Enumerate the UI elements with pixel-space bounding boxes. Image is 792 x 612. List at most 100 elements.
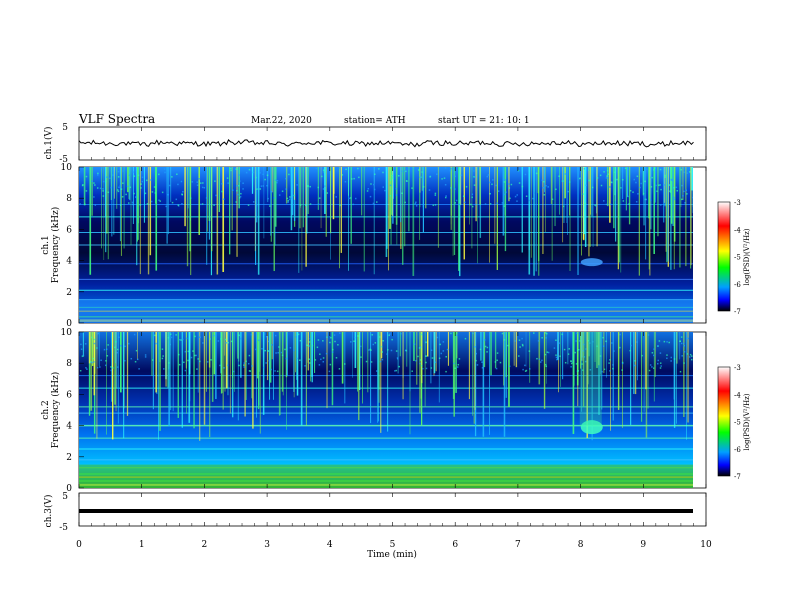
speckle bbox=[532, 197, 534, 200]
speckle bbox=[367, 187, 370, 190]
speckle bbox=[238, 180, 241, 182]
speckle bbox=[503, 181, 506, 183]
speckle bbox=[195, 354, 197, 357]
speckle bbox=[196, 181, 198, 183]
speckle bbox=[419, 359, 422, 361]
speckle bbox=[199, 360, 201, 363]
speckle bbox=[491, 183, 493, 186]
speckle bbox=[545, 363, 547, 366]
speckle bbox=[168, 184, 171, 187]
speckle bbox=[110, 186, 113, 189]
speckle bbox=[541, 337, 543, 339]
speckle bbox=[686, 172, 689, 174]
speckle bbox=[227, 182, 229, 184]
speckle bbox=[267, 197, 269, 200]
speckle bbox=[394, 370, 396, 372]
speckle bbox=[263, 333, 266, 335]
speckle bbox=[612, 364, 614, 366]
speckle bbox=[128, 174, 131, 177]
speckle bbox=[299, 204, 302, 206]
speckle bbox=[232, 370, 235, 373]
speckle bbox=[350, 341, 352, 343]
speckle bbox=[184, 350, 187, 353]
speckle bbox=[655, 184, 657, 187]
speckle bbox=[348, 197, 350, 200]
speckle bbox=[215, 194, 217, 197]
speckle bbox=[605, 203, 608, 206]
speckle bbox=[109, 177, 111, 180]
speckle bbox=[102, 188, 104, 190]
speckle bbox=[605, 177, 608, 179]
speckle bbox=[168, 362, 170, 364]
speckle bbox=[457, 366, 459, 368]
speckle bbox=[158, 199, 160, 201]
speckle bbox=[370, 183, 372, 185]
speckle bbox=[259, 188, 262, 190]
speckle bbox=[401, 170, 403, 173]
ch2-spec-ytick-2: 2 bbox=[66, 453, 72, 463]
speckle bbox=[516, 200, 518, 202]
speckle bbox=[514, 340, 517, 342]
speckle bbox=[551, 198, 554, 201]
speckle bbox=[445, 370, 447, 373]
speckle bbox=[434, 361, 437, 364]
x-axis-label: Time (min) bbox=[367, 549, 417, 560]
speckle bbox=[91, 336, 93, 339]
speckle bbox=[178, 353, 180, 356]
speckle bbox=[175, 198, 178, 201]
speckle bbox=[622, 200, 625, 202]
speckle bbox=[514, 195, 517, 198]
speckle bbox=[97, 332, 99, 335]
speckle bbox=[421, 171, 423, 173]
speckle bbox=[102, 195, 105, 197]
speckle bbox=[627, 195, 629, 198]
speckle bbox=[381, 358, 384, 361]
speckle bbox=[178, 338, 181, 341]
speckle bbox=[516, 194, 518, 196]
x-tick-2: 2 bbox=[202, 540, 208, 550]
speckle bbox=[561, 333, 563, 336]
speckle bbox=[213, 204, 215, 206]
speckle bbox=[93, 182, 95, 184]
speckle bbox=[370, 349, 372, 351]
speckle bbox=[265, 362, 267, 364]
x-tick-1: 1 bbox=[139, 540, 145, 550]
speckle bbox=[81, 355, 84, 357]
speckle bbox=[664, 174, 667, 177]
speckle bbox=[80, 343, 82, 346]
speckle bbox=[558, 175, 560, 177]
ch2-colorbar-tick: -3 bbox=[734, 364, 741, 372]
speckle bbox=[129, 186, 132, 189]
speckle bbox=[317, 186, 320, 189]
speckle bbox=[581, 363, 583, 365]
speckle bbox=[509, 197, 511, 200]
speckle bbox=[544, 353, 547, 356]
speckle bbox=[130, 357, 133, 360]
speckle bbox=[341, 174, 344, 176]
figure-title: VLF Spectra bbox=[78, 112, 155, 126]
speckle bbox=[344, 363, 346, 365]
speckle bbox=[689, 356, 691, 358]
speckle bbox=[200, 203, 202, 206]
speckle bbox=[235, 168, 237, 170]
speckle bbox=[582, 369, 584, 371]
speckle bbox=[91, 180, 93, 182]
speckle bbox=[442, 350, 445, 352]
speckle bbox=[118, 336, 120, 339]
speckle bbox=[170, 336, 173, 339]
speckle bbox=[293, 194, 296, 197]
speckle bbox=[380, 345, 383, 348]
speckle bbox=[486, 351, 488, 353]
speckle bbox=[584, 360, 587, 363]
speckle bbox=[182, 338, 184, 341]
speckle bbox=[533, 192, 535, 194]
speckle bbox=[335, 196, 337, 198]
start-ut-label: start UT = 21: 10: 1 bbox=[438, 116, 530, 126]
speckle bbox=[314, 359, 317, 361]
speckle bbox=[689, 353, 692, 356]
speckle bbox=[521, 185, 524, 188]
whistler-blob bbox=[580, 420, 603, 435]
speckle bbox=[658, 340, 661, 342]
speckle bbox=[577, 349, 580, 351]
